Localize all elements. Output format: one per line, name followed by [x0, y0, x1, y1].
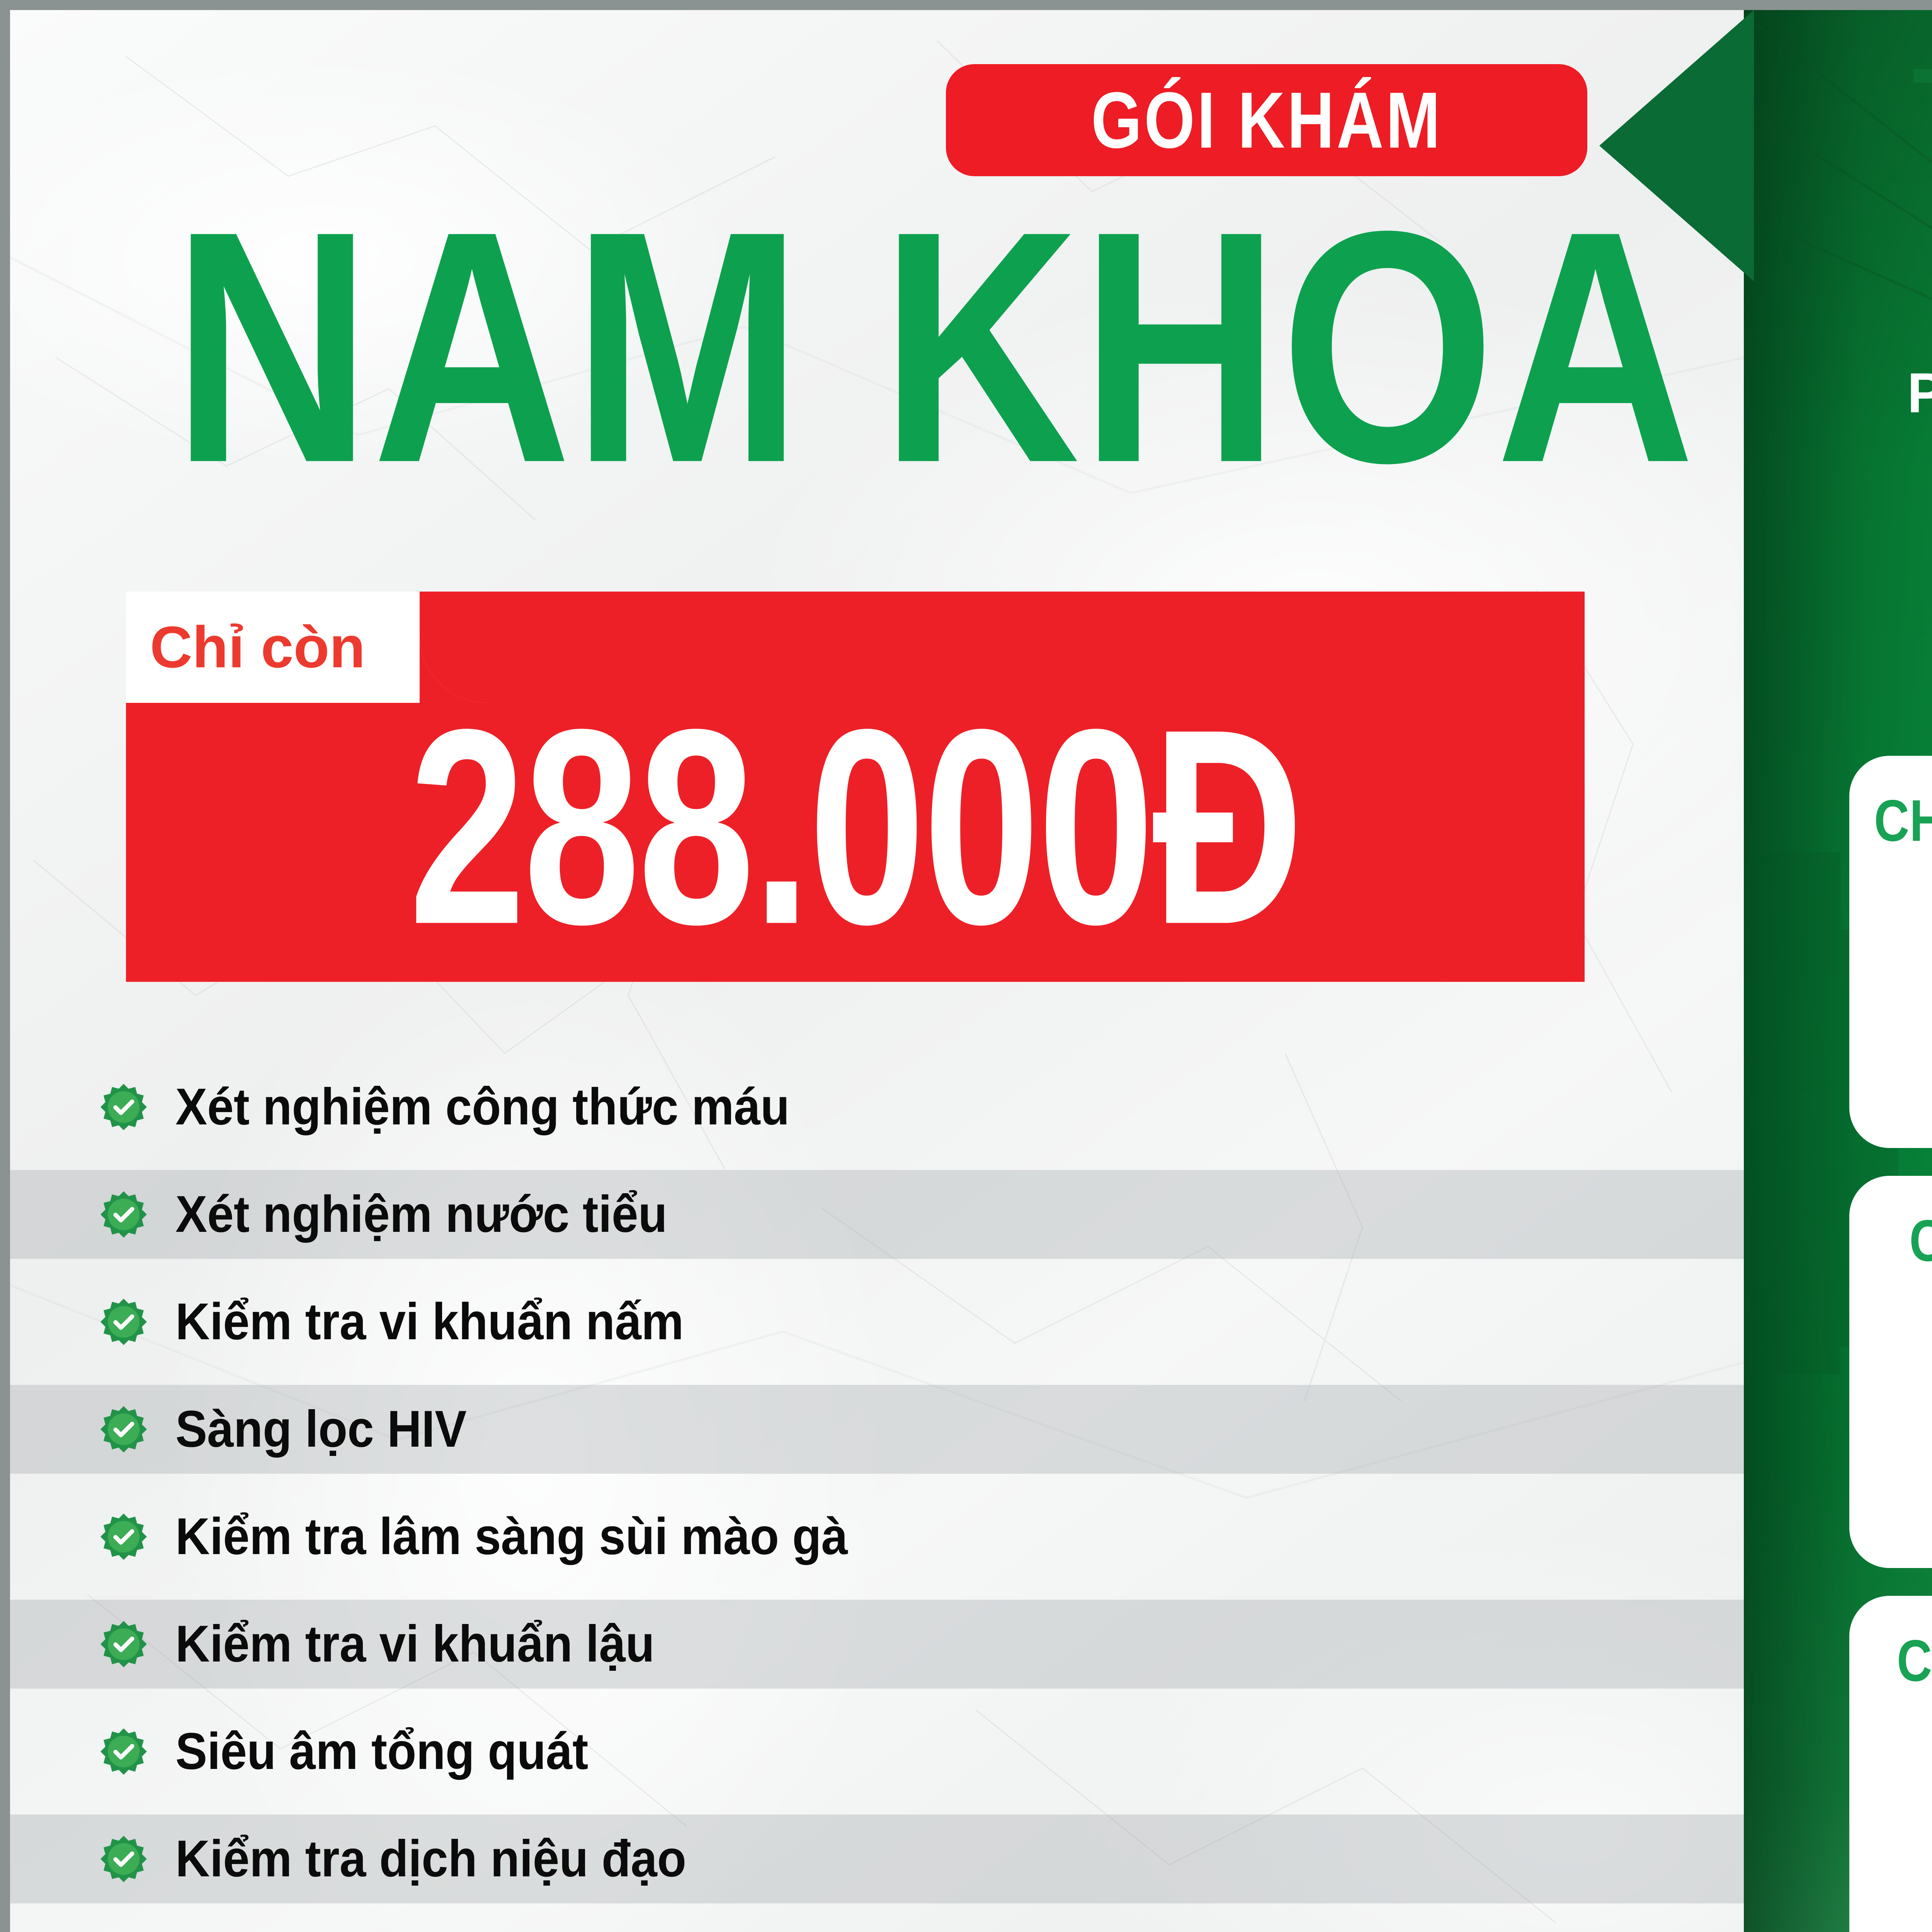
discount-card-title: CHI PHÍ ĐIỀU TRỊ GIẢM [1909, 1211, 1932, 1270]
clinic-subtitle: Phòng khám đa khoa [1771, 363, 1932, 423]
check-badge-icon [100, 1835, 148, 1883]
clinic-name: ĐÀ LẠT [1775, 425, 1932, 516]
checklist-item-label: Xét nghiệm công thức máu [175, 1078, 790, 1136]
checklist-item: Siêu âm tổng quát [10, 1698, 1744, 1805]
main-title-text: NAM KHOA [172, 162, 1696, 532]
checklist-item-label: Sàng lọc HIV [175, 1400, 467, 1458]
checklist-item: Xét nghiệm nước tiểu [10, 1161, 1744, 1268]
checklist-item: Kiểm tra vi khuẩn nấm [10, 1268, 1744, 1376]
checklist-item: Tư vấn lâm sàng với bác sỹ chuyên khoa [10, 1913, 1744, 1932]
page-title: NAM KHOA [172, 182, 1695, 512]
discount-cards: CHI PHÍ THỦ THUẬT GIẢM50% CHI PHÍ ĐIỀU TR… [1849, 756, 1932, 1932]
discount-card: CHI PHÍ KIỂM TRA GIẢM30% [1849, 1596, 1932, 1932]
discount-card-title: CHI PHÍ THỦ THUẬT GIẢM [1874, 788, 1932, 854]
checklist-item: Kiểm tra vi khuẩn lậu [10, 1590, 1744, 1698]
check-badge-icon [100, 1513, 148, 1561]
checklist-item-label: Xét nghiệm nước tiểu [175, 1185, 667, 1243]
check-badge-icon [100, 1620, 148, 1668]
checklist-item: Kiểm tra lâm sàng sùi mào gà [10, 1483, 1744, 1590]
goi-kham-label: GÓI KHÁM [1091, 76, 1442, 165]
ceiling-perspective-lines [1744, 13, 1932, 301]
checklist-item-label: Siêu âm tổng quát [175, 1723, 588, 1780]
price-block: Chỉ còn 288.000Đ [126, 592, 1585, 982]
chi-con-tab: Chỉ còn [126, 592, 420, 703]
checklist-item: Xét nghiệm công thức máu [10, 1053, 1744, 1161]
check-badge-icon [100, 1083, 148, 1131]
chi-con-label: Chỉ còn [150, 614, 366, 680]
checklist-item-label: Kiểm tra lâm sàng sùi mào gà [175, 1508, 848, 1565]
price-value-wrap: 288.000Đ [126, 688, 1585, 966]
checklist-item-label: Kiểm tra vi khuẩn nấm [175, 1293, 684, 1350]
checklist-item: Sàng lọc HIV [10, 1376, 1744, 1483]
check-badge-icon [100, 1298, 148, 1346]
discount-card-title: CHI PHÍ KIỂM TRA GIẢM [1896, 1628, 1932, 1694]
check-badge-icon [100, 1728, 148, 1776]
checklist-item-label: Kiểm tra dịch niệu đạo [175, 1830, 687, 1888]
green-arrow-notch [1599, 10, 1754, 281]
discount-card: CHI PHÍ THỦ THUẬT GIẢM50% [1849, 756, 1932, 1148]
goi-kham-badge: GÓI KHÁM [946, 64, 1587, 176]
clinic-logo-block: Phòng khám đa khoa ĐÀ LẠT [1754, 80, 1932, 516]
check-badge-icon [100, 1190, 148, 1238]
price-amount: 288.000Đ [409, 672, 1304, 983]
right-brand-panel [1744, 10, 1932, 1932]
check-badge-icon [100, 1405, 148, 1453]
checklist-item: Kiểm tra dịch niệu đạo [10, 1805, 1744, 1913]
poster-canvas: GÓI KHÁM NAM KHOA Chỉ còn 288.000Đ Xét n… [10, 10, 1932, 1932]
service-checklist: Xét nghiệm công thức máu Xét nghiệm nước … [10, 1053, 1744, 1932]
checklist-item-label: Kiểm tra vi khuẩn lậu [175, 1615, 655, 1673]
discount-card: CHI PHÍ ĐIỀU TRỊ GIẢM30% [1849, 1176, 1932, 1568]
